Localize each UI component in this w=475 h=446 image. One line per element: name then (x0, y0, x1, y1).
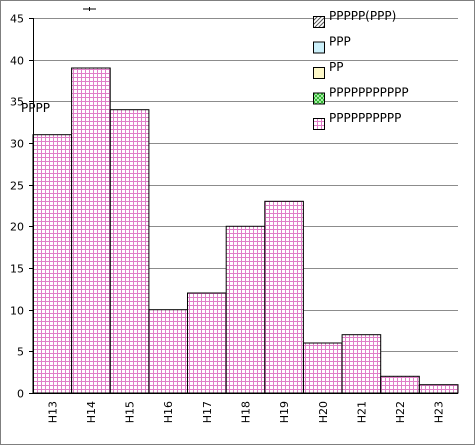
legend-label: PP (329, 60, 343, 74)
axes (33, 18, 458, 394)
y-tick-label: 45 (10, 13, 24, 26)
x-tick-label: H18 (240, 401, 253, 423)
bar-H20 (303, 342, 343, 394)
x-tick-label: H16 (162, 401, 175, 423)
x-tick-label: H22 (394, 401, 407, 423)
bar-H13 (32, 134, 73, 394)
bar-H23 (418, 384, 459, 394)
legend-label: PPPPPPPPPPP (329, 86, 409, 100)
legend-swatch (313, 16, 325, 28)
bar-H18 (225, 225, 266, 394)
bars (32, 67, 459, 394)
x-tick-labels: H13 H14 H15 H16 H17 H18 H19 H20 H21 H22 H23 (46, 401, 445, 423)
x-tick-label: H14 (85, 401, 98, 423)
bar-H21 (341, 334, 382, 394)
bar-H16 (148, 309, 188, 394)
y-tick-label: 40 (10, 55, 24, 68)
y-tick-labels: 0 5 10 15 20 25 30 35 40 45 (10, 13, 33, 401)
y-axis-label: PPPP (21, 101, 50, 115)
x-tick-label: H13 (46, 401, 59, 423)
y-tick-label: 15 (10, 263, 24, 276)
y-tick-label: 25 (10, 180, 24, 193)
y-tick-label: 20 (10, 221, 24, 234)
y-tick-label: 5 (17, 346, 24, 359)
x-tick-label: H20 (317, 401, 330, 423)
legend-swatch (313, 41, 325, 54)
bar-H14 (71, 67, 111, 394)
x-tick-label: H21 (355, 401, 368, 423)
x-tick-label: H23 (433, 401, 446, 423)
y-tick-label: 35 (10, 96, 24, 109)
legend-label: PPP (329, 35, 351, 49)
x-tick-label: H19 (278, 401, 291, 423)
x-tick-label: H17 (201, 401, 214, 423)
bar-H19 (264, 200, 304, 394)
y-tick-label: 0 (17, 388, 24, 401)
x-tick-label: H15 (124, 401, 137, 423)
y-tick-label: 30 (10, 138, 24, 151)
legend-label: PPPPPPPPPP (329, 111, 401, 125)
bar-H15 (109, 109, 150, 394)
legend-swatch (313, 92, 325, 105)
y-tick-label: 10 (10, 305, 24, 318)
legend-swatch (313, 67, 325, 79)
bar-H22 (380, 375, 420, 394)
legend-swatch (313, 118, 325, 130)
legend-label: PPPPP(PPP) (329, 9, 396, 23)
bar-H17 (187, 292, 227, 394)
